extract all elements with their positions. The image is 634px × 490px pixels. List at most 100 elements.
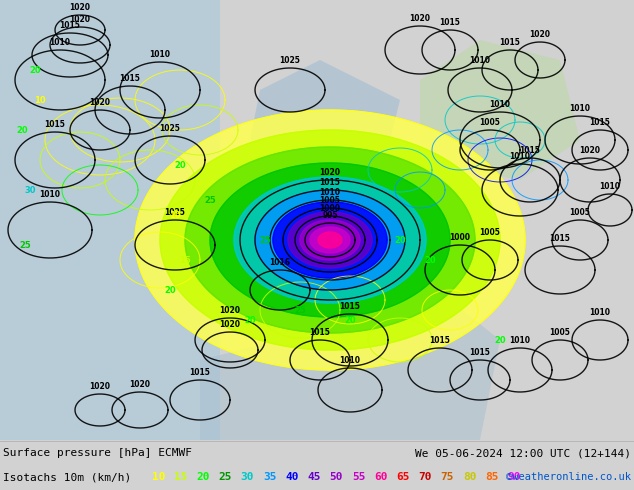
Text: 1010: 1010: [510, 336, 531, 345]
Text: 20: 20: [344, 316, 356, 324]
Text: 1010: 1010: [489, 100, 510, 109]
Polygon shape: [310, 227, 350, 253]
Text: 20: 20: [494, 336, 506, 344]
Polygon shape: [500, 0, 634, 60]
Text: 1020: 1020: [70, 3, 91, 12]
Text: 25: 25: [259, 236, 271, 245]
Polygon shape: [318, 232, 342, 248]
Text: 20: 20: [16, 125, 28, 134]
Text: 55: 55: [352, 472, 365, 482]
Text: 75: 75: [441, 472, 454, 482]
Text: 1010: 1010: [569, 104, 590, 113]
Text: 1015: 1015: [470, 348, 491, 357]
Text: 1020: 1020: [89, 382, 110, 391]
Text: 1015: 1015: [309, 328, 330, 337]
Text: 20: 20: [197, 472, 210, 482]
Text: 1020: 1020: [219, 320, 240, 329]
Text: 1020: 1020: [70, 15, 91, 24]
Text: 1000: 1000: [450, 233, 470, 242]
Text: 15: 15: [179, 255, 191, 265]
Text: 1025: 1025: [280, 56, 301, 65]
Text: 1015: 1015: [44, 120, 65, 129]
Polygon shape: [255, 190, 405, 290]
Polygon shape: [0, 0, 220, 440]
Text: 1015: 1015: [60, 21, 81, 30]
Polygon shape: [210, 163, 450, 317]
Text: 1005: 1005: [479, 118, 500, 127]
Text: 40: 40: [285, 472, 299, 482]
Text: 1020: 1020: [89, 98, 110, 107]
Text: 1000: 1000: [320, 204, 340, 213]
Text: 1016: 1016: [269, 258, 290, 267]
Text: 995: 995: [322, 211, 338, 220]
Text: 1015: 1015: [500, 38, 521, 47]
Text: 1010: 1010: [150, 50, 171, 59]
Text: We 05-06-2024 12:00 UTC (12+144): We 05-06-2024 12:00 UTC (12+144): [415, 448, 631, 458]
Text: 1010: 1010: [339, 356, 361, 365]
Text: Isotachs 10m (km/h): Isotachs 10m (km/h): [3, 472, 131, 482]
Text: 1025: 1025: [160, 124, 181, 133]
Text: 45: 45: [307, 472, 321, 482]
Text: 20: 20: [424, 255, 436, 265]
Text: 25: 25: [19, 241, 31, 249]
Text: 20: 20: [164, 286, 176, 294]
Text: 1005: 1005: [550, 328, 571, 337]
Text: 1010: 1010: [470, 56, 491, 65]
Text: 10: 10: [169, 211, 181, 220]
Text: 1015: 1015: [439, 18, 460, 27]
Text: 1015: 1015: [190, 368, 210, 377]
Polygon shape: [288, 212, 372, 268]
Text: 1015: 1015: [120, 74, 141, 83]
Text: 30: 30: [241, 472, 254, 482]
Text: 1010: 1010: [590, 308, 611, 317]
Text: 20: 20: [174, 161, 186, 170]
Text: 1020: 1020: [219, 306, 240, 315]
Text: 1020: 1020: [529, 30, 550, 39]
Text: 1005: 1005: [320, 196, 340, 205]
Text: 1010: 1010: [600, 182, 621, 191]
Polygon shape: [273, 202, 387, 278]
Text: 20: 20: [29, 66, 41, 74]
Text: 50: 50: [330, 472, 343, 482]
Polygon shape: [250, 60, 400, 180]
Polygon shape: [234, 177, 426, 303]
Text: 1005: 1005: [569, 208, 590, 217]
Text: 1025: 1025: [165, 208, 185, 217]
Text: 1010: 1010: [510, 152, 531, 161]
Text: 35: 35: [263, 472, 276, 482]
Text: 10: 10: [152, 472, 165, 482]
Text: ©weatheronline.co.uk: ©weatheronline.co.uk: [506, 472, 631, 482]
Text: 1020: 1020: [320, 168, 340, 177]
Text: 1010: 1010: [320, 188, 340, 197]
Text: 60: 60: [374, 472, 387, 482]
Text: 1015: 1015: [550, 234, 571, 243]
Polygon shape: [200, 300, 500, 440]
Text: 1010: 1010: [39, 190, 60, 199]
Text: 1020: 1020: [410, 14, 430, 23]
Polygon shape: [300, 220, 360, 260]
Polygon shape: [185, 147, 475, 333]
Text: 65: 65: [396, 472, 410, 482]
Text: 1015: 1015: [320, 178, 340, 187]
Polygon shape: [420, 40, 580, 180]
Text: Surface pressure [hPa] ECMWF: Surface pressure [hPa] ECMWF: [3, 448, 192, 458]
Polygon shape: [135, 110, 525, 370]
Text: 1010: 1010: [49, 38, 70, 47]
Text: 30: 30: [24, 186, 36, 195]
Text: 90: 90: [507, 472, 521, 482]
Text: 70: 70: [418, 472, 432, 482]
Text: 85: 85: [485, 472, 498, 482]
Text: 25: 25: [294, 305, 306, 315]
Text: 80: 80: [463, 472, 476, 482]
Text: 1015: 1015: [590, 118, 611, 127]
Polygon shape: [160, 130, 500, 350]
Text: 1015: 1015: [340, 302, 361, 311]
Text: 25: 25: [219, 472, 232, 482]
Text: 1015: 1015: [519, 146, 540, 155]
Text: 1015: 1015: [430, 336, 450, 345]
Text: 10: 10: [34, 96, 46, 104]
Text: 15: 15: [174, 472, 188, 482]
Text: 20: 20: [394, 236, 406, 245]
Text: 20: 20: [244, 316, 256, 324]
Text: 1020: 1020: [129, 380, 150, 389]
